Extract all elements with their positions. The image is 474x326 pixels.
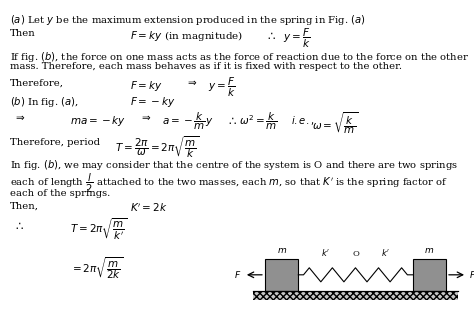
Text: $(a)$ Let $y$ be the maximum extension produced in the spring in Fig. $(a)$: $(a)$ Let $y$ be the maximum extension p… bbox=[10, 13, 366, 27]
Text: $\omega^2 = \dfrac{k}{m}$: $\omega^2 = \dfrac{k}{m}$ bbox=[239, 111, 278, 132]
Text: $y = \dfrac{F}{k}$: $y = \dfrac{F}{k}$ bbox=[283, 26, 311, 50]
Text: $F$: $F$ bbox=[234, 269, 242, 280]
Text: $F = ky$ (in magnitude): $F = ky$ (in magnitude) bbox=[130, 29, 243, 43]
Text: Therefore, period: Therefore, period bbox=[10, 138, 100, 147]
Text: $F = -ky$: $F = -ky$ bbox=[130, 95, 176, 109]
Text: $y = \dfrac{F}{k}$: $y = \dfrac{F}{k}$ bbox=[208, 76, 236, 99]
Text: $k'$: $k'$ bbox=[321, 247, 330, 258]
Bar bbox=[265, 259, 298, 291]
Bar bbox=[253, 291, 458, 300]
Text: Therefore,: Therefore, bbox=[10, 79, 64, 88]
Text: $F$: $F$ bbox=[469, 269, 474, 280]
Text: $T = 2\pi\sqrt{\dfrac{m}{k'}}$: $T = 2\pi\sqrt{\dfrac{m}{k'}}$ bbox=[70, 216, 127, 241]
Text: $\Rightarrow$: $\Rightarrow$ bbox=[185, 79, 197, 88]
Text: $a = -\dfrac{k}{m}y$: $a = -\dfrac{k}{m}y$ bbox=[162, 111, 213, 132]
Text: If fig. $(b)$, the force on one mass acts as the force of reaction due to the fo: If fig. $(b)$, the force on one mass act… bbox=[10, 50, 469, 64]
Text: $\omega = \sqrt{\dfrac{k}{m}}$: $\omega = \sqrt{\dfrac{k}{m}}$ bbox=[312, 111, 359, 137]
Text: $\therefore$: $\therefore$ bbox=[226, 114, 237, 127]
Text: Then: Then bbox=[10, 29, 36, 38]
Text: $\Rightarrow$: $\Rightarrow$ bbox=[13, 114, 25, 123]
Text: $k'$: $k'$ bbox=[381, 247, 390, 258]
Text: $(b)$ In fig. $(a)$,: $(b)$ In fig. $(a)$, bbox=[10, 95, 79, 109]
Bar bbox=[412, 259, 446, 291]
Text: $T = \dfrac{2\pi}{\omega} = 2\pi\sqrt{\dfrac{m}{k}}$: $T = \dfrac{2\pi}{\omega} = 2\pi\sqrt{\d… bbox=[115, 135, 200, 161]
Text: $\therefore$: $\therefore$ bbox=[13, 219, 24, 232]
Text: $K' = 2k$: $K' = 2k$ bbox=[130, 202, 168, 215]
Text: $m$: $m$ bbox=[276, 246, 287, 255]
Text: $\Rightarrow$: $\Rightarrow$ bbox=[139, 114, 152, 123]
Text: $F = ky$: $F = ky$ bbox=[130, 79, 163, 93]
Text: $i.e.,$: $i.e.,$ bbox=[291, 114, 314, 127]
Text: Then,: Then, bbox=[10, 202, 39, 211]
Text: each of length $\dfrac{l}{2}$ attached to the two masses, each $m$, so that $K'$: each of length $\dfrac{l}{2}$ attached t… bbox=[10, 172, 448, 195]
Text: $= 2\pi\sqrt{\dfrac{m}{2k}}$: $= 2\pi\sqrt{\dfrac{m}{2k}}$ bbox=[70, 256, 123, 282]
Text: each of the springs.: each of the springs. bbox=[10, 188, 110, 198]
Text: $m$: $m$ bbox=[424, 246, 434, 255]
Text: $\therefore$: $\therefore$ bbox=[265, 29, 276, 42]
Text: In fig. $(b)$, we may consider that the centre of the system is O and there are : In fig. $(b)$, we may consider that the … bbox=[10, 158, 458, 172]
Text: O: O bbox=[352, 250, 359, 258]
Text: mass. Therefore, each mass behaves as if it is fixed with respect to the other.: mass. Therefore, each mass behaves as if… bbox=[10, 62, 402, 71]
Text: $ma = -ky$: $ma = -ky$ bbox=[70, 114, 126, 128]
